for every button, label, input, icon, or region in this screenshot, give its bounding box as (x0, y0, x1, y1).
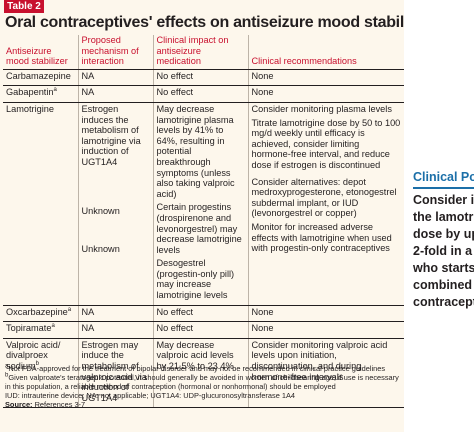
recommendation-cell: None (247, 305, 404, 323)
impact-cell: May decrease lamotrigine plasma levels b… (152, 102, 248, 306)
recommendation-text: None (251, 70, 274, 81)
impact-cell: No effect (152, 69, 248, 87)
mechanism-cell: NA (77, 69, 153, 87)
table-row: Gabapentina NA No effect None (3, 85, 404, 103)
recommendation-text: Monitor for increased adverse effects wi… (251, 221, 392, 254)
mechanism-text: Estrogen induces the metabolism of lamot… (81, 103, 141, 167)
mechanism-text: Unknown (81, 205, 120, 216)
mechanism-text: NA (81, 70, 95, 81)
impact-cell: No effect (152, 85, 248, 103)
drug-name: Topiramate (6, 323, 52, 334)
header-mechanism: Proposed mechanism of interaction (77, 35, 153, 70)
mechanism-cell: NA (77, 321, 153, 339)
recommendation-cell: Consider monitoring valproic acid levels… (247, 338, 404, 409)
mechanism-cell: Estrogen induces the metabolism of lamot… (77, 102, 153, 306)
clinical-point-line: Consider inc (413, 193, 474, 207)
table-card: Table 2 Oral contraceptives' effects on … (0, 0, 404, 432)
impact-cell: No effect (152, 321, 248, 339)
impact-text: May decrease valproic acid levels by 21.… (156, 339, 234, 372)
clinical-point-line: the lamotrig (413, 210, 474, 224)
impact-cell: May decrease valproic acid levels by 21.… (152, 338, 248, 409)
table-row: Topiramatea NA No effect None (3, 321, 404, 339)
impact-text: Certain progestins (drospirenone and lev… (156, 202, 242, 255)
drug-name: Oxcarbazepine (6, 306, 68, 317)
drug-name: Lamotrigine (6, 103, 55, 114)
header-recommendations: Clinical recommendations (247, 35, 404, 70)
footnote-b: bGiven valproate's teratogenic potential… (5, 372, 399, 391)
impact-cell: No effect (152, 305, 248, 323)
recommendation-cell: None (247, 321, 404, 339)
footnote-marker: a (67, 306, 72, 313)
header-row: Antiseizure mood stabilizer Proposed mec… (3, 35, 404, 70)
mechanism-cell: NA (77, 305, 153, 323)
drug-name: Carbamazepine (6, 70, 71, 81)
header-impact: Clinical impact on antiseizure medicatio… (152, 35, 248, 70)
mechanism-text: NA (81, 87, 95, 98)
drug-cell: Oxcarbazepinea (3, 305, 78, 323)
table-row: Oxcarbazepinea NA No effect None (3, 305, 404, 323)
recommendation-text: Consider monitoring plasma levels (251, 103, 392, 114)
mechanism-cell: NA (77, 85, 153, 103)
abbreviations: IUD: intrauterine device; NA: not applic… (5, 391, 296, 400)
table-row: Carbamazepine NA No effect None (3, 69, 404, 87)
source: Source: References 3-7 (5, 400, 86, 409)
recommendation-text: Consider monitoring valproic acid levels… (251, 339, 388, 382)
recommendation-cell: None (247, 85, 404, 103)
table-row: Valproic acid/ divalproex sodiumb Estroge… (3, 338, 404, 409)
table-title: Oral contraceptives' effects on antiseiz… (5, 14, 404, 31)
drug-cell: Topiramatea (3, 321, 78, 339)
clinical-point-line: 2-fold in a p (413, 244, 474, 258)
drug-cell: Gabapentina (3, 85, 78, 103)
clinical-point-line: contraceptiv (413, 295, 474, 309)
impact-text: May decrease lamotrigine plasma levels b… (156, 103, 235, 199)
impact-text: No effect (156, 70, 194, 81)
impact-text: No effect (156, 87, 194, 98)
table-row: Lamotrigine Estrogen induces the metaboli… (3, 102, 404, 306)
clinical-point-sidebar: Clinical Poi Consider inc the lamotrig d… (407, 150, 474, 432)
recommendation-text: None (251, 323, 274, 334)
drug-name: Gabapentin (6, 87, 54, 98)
clinical-point-line: combined h (413, 278, 474, 292)
clinical-point-rule (413, 187, 474, 189)
footnote-marker: a (51, 323, 55, 330)
recommendation-text: None (251, 306, 274, 317)
recommendation-text: Titrate lamotrigine dose by 50 to 100 mg… (251, 117, 401, 170)
drug-cell: Lamotrigine (3, 102, 78, 306)
impact-text: Desogestrel (progestin-only pill) may in… (156, 258, 235, 301)
footnotes: aNot FDA-approved for the treatment of b… (5, 364, 401, 409)
recommendation-text: Consider alternatives: depot medroxyprog… (251, 176, 397, 219)
header-drug: Antiseizure mood stabilizer (3, 35, 78, 70)
clinical-point-text: Consider inc the lamotrig dose by up t 2… (413, 192, 474, 311)
drug-name: Valproic acid/ divalproex sodium (6, 339, 61, 372)
recommendation-cell: None (247, 69, 404, 87)
recommendation-text: None (251, 87, 274, 98)
drug-cell: Valproic acid/ divalproex sodiumb (3, 338, 78, 409)
table-tag: Table 2 (4, 0, 44, 13)
footnote-marker: b (35, 360, 39, 367)
mechanism-text: Unknown (81, 244, 120, 255)
mechanism-text: NA (81, 323, 95, 334)
footnote-a: aNot FDA-approved for the treatment of b… (5, 363, 386, 373)
mechanism-text: Estrogen may induce the metabolism of va… (81, 339, 147, 403)
footnote-marker: a (53, 87, 57, 94)
clinical-point-line: who starts t (413, 261, 474, 275)
clinical-point-title: Clinical Poi (413, 170, 474, 184)
drug-cell: Carbamazepine (3, 69, 78, 87)
interaction-table: Antiseizure mood stabilizer Proposed mec… (3, 35, 404, 409)
clinical-point-line: dose by up t (413, 227, 474, 241)
mechanism-cell: Estrogen may induce the metabolism of va… (77, 338, 153, 409)
mechanism-text: NA (81, 306, 95, 317)
impact-text: No effect (156, 306, 194, 317)
recommendation-cell: Consider monitoring plasma levels Titrate… (247, 102, 404, 306)
impact-text: No effect (156, 323, 194, 334)
